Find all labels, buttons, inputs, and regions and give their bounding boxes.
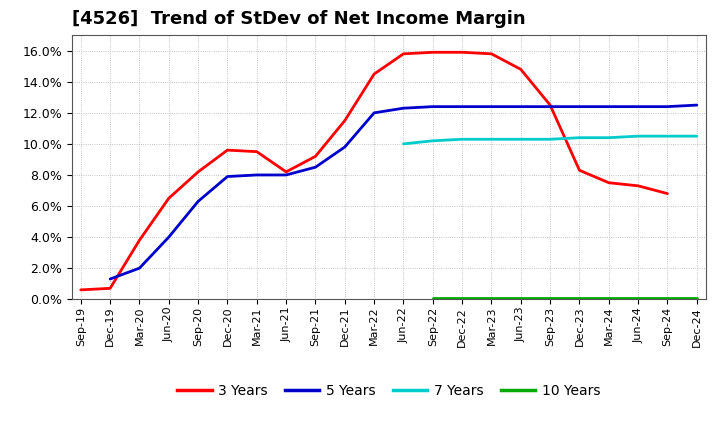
5 Years <box>458 104 467 109</box>
3 Years <box>487 51 496 56</box>
7 Years <box>458 136 467 142</box>
5 Years <box>516 104 525 109</box>
7 Years <box>575 135 584 140</box>
10 Years <box>575 295 584 300</box>
5 Years <box>223 174 232 179</box>
10 Years <box>605 295 613 300</box>
3 Years <box>663 191 672 196</box>
3 Years <box>575 168 584 173</box>
3 Years <box>311 154 320 159</box>
3 Years <box>76 287 85 293</box>
3 Years <box>341 118 349 123</box>
3 Years <box>253 149 261 154</box>
5 Years <box>135 265 144 271</box>
3 Years <box>164 196 173 201</box>
5 Years <box>487 104 496 109</box>
7 Years <box>546 136 554 142</box>
Line: 3 Years: 3 Years <box>81 52 667 290</box>
5 Years <box>399 106 408 111</box>
Line: 7 Years: 7 Years <box>403 136 697 144</box>
3 Years <box>605 180 613 185</box>
10 Years <box>663 295 672 300</box>
3 Years <box>399 51 408 56</box>
7 Years <box>428 138 437 143</box>
3 Years <box>546 103 554 108</box>
5 Years <box>253 172 261 178</box>
Legend: 3 Years, 5 Years, 7 Years, 10 Years: 3 Years, 5 Years, 7 Years, 10 Years <box>171 378 606 403</box>
5 Years <box>106 276 114 282</box>
3 Years <box>634 183 642 188</box>
10 Years <box>693 295 701 300</box>
5 Years <box>370 110 379 115</box>
3 Years <box>516 67 525 72</box>
3 Years <box>194 169 202 175</box>
Text: [4526]  Trend of StDev of Net Income Margin: [4526] Trend of StDev of Net Income Marg… <box>72 10 526 28</box>
7 Years <box>634 133 642 139</box>
5 Years <box>428 104 437 109</box>
5 Years <box>194 199 202 204</box>
5 Years <box>311 165 320 170</box>
10 Years <box>634 295 642 300</box>
10 Years <box>458 295 467 300</box>
7 Years <box>693 133 701 139</box>
5 Years <box>341 144 349 150</box>
5 Years <box>663 104 672 109</box>
3 Years <box>106 286 114 291</box>
3 Years <box>370 71 379 77</box>
Line: 5 Years: 5 Years <box>110 105 697 279</box>
5 Years <box>546 104 554 109</box>
7 Years <box>605 135 613 140</box>
3 Years <box>428 50 437 55</box>
3 Years <box>458 50 467 55</box>
10 Years <box>546 295 554 300</box>
7 Years <box>399 141 408 147</box>
5 Years <box>634 104 642 109</box>
10 Years <box>428 295 437 300</box>
7 Years <box>516 136 525 142</box>
3 Years <box>282 169 290 175</box>
10 Years <box>516 295 525 300</box>
3 Years <box>223 147 232 153</box>
5 Years <box>282 172 290 178</box>
7 Years <box>663 133 672 139</box>
10 Years <box>487 295 496 300</box>
5 Years <box>164 235 173 240</box>
7 Years <box>487 136 496 142</box>
5 Years <box>575 104 584 109</box>
5 Years <box>693 103 701 108</box>
3 Years <box>135 238 144 243</box>
5 Years <box>605 104 613 109</box>
